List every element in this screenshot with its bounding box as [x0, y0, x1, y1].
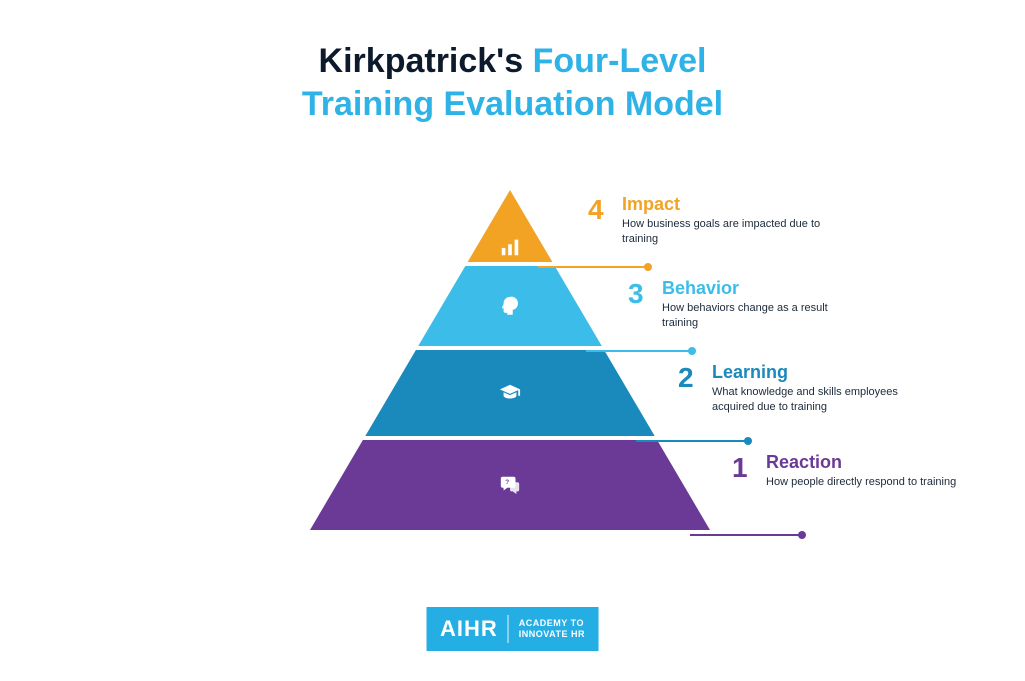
level-desc: What knowledge and skills employees acqu… [712, 385, 912, 415]
chat-question-icon: ? [499, 474, 521, 496]
level-label: Learning [712, 362, 912, 383]
title-part-accent-1: Four-Level [533, 42, 707, 80]
level-desc: How people directly respond to training [766, 475, 956, 490]
pyramid-stage: ? 4 Impact How business goals are impact… [0, 170, 1025, 540]
callout-level-1: 1 Reaction How people directly respond t… [732, 452, 956, 490]
title-part-accent-2: Training Evaluation Model [302, 85, 723, 123]
connector-level-3 [586, 350, 692, 352]
level-number: 1 [732, 452, 748, 484]
level-number: 2 [678, 362, 694, 394]
brand-badge-divider [508, 615, 509, 643]
level-label: Reaction [766, 452, 956, 473]
pyramid-level-1: ? [310, 440, 710, 530]
level-desc: How business goals are impacted due to t… [622, 217, 822, 247]
level-number: 3 [628, 278, 644, 310]
callout-level-2: 2 Learning What knowledge and skills emp… [678, 362, 912, 415]
level-label: Behavior [662, 278, 862, 299]
level-desc: How behaviors change as a result trainin… [662, 301, 862, 331]
callout-level-3: 3 Behavior How behaviors change as a res… [628, 278, 862, 331]
pyramid-level-2 [310, 350, 710, 436]
bar-chart-icon [499, 236, 521, 258]
connector-level-2 [636, 440, 748, 442]
brand-badge-tagline: ACADEMY TOINNOVATE HR [519, 618, 585, 640]
connector-level-4 [538, 266, 648, 268]
grad-cap-icon [499, 382, 521, 404]
brand-badge: AIHR ACADEMY TOINNOVATE HR [426, 607, 599, 651]
head-gear-icon [499, 295, 521, 317]
level-number: 4 [588, 194, 604, 226]
connector-level-1 [690, 534, 802, 536]
title: Kirkpatrick's Four-Level Training Evalua… [0, 0, 1025, 125]
callout-level-4: 4 Impact How business goals are impacted… [588, 194, 822, 247]
title-part-dark: Kirkpatrick's [319, 42, 533, 80]
brand-badge-name: AIHR [440, 616, 498, 642]
level-label: Impact [622, 194, 822, 215]
svg-text:?: ? [505, 479, 509, 486]
